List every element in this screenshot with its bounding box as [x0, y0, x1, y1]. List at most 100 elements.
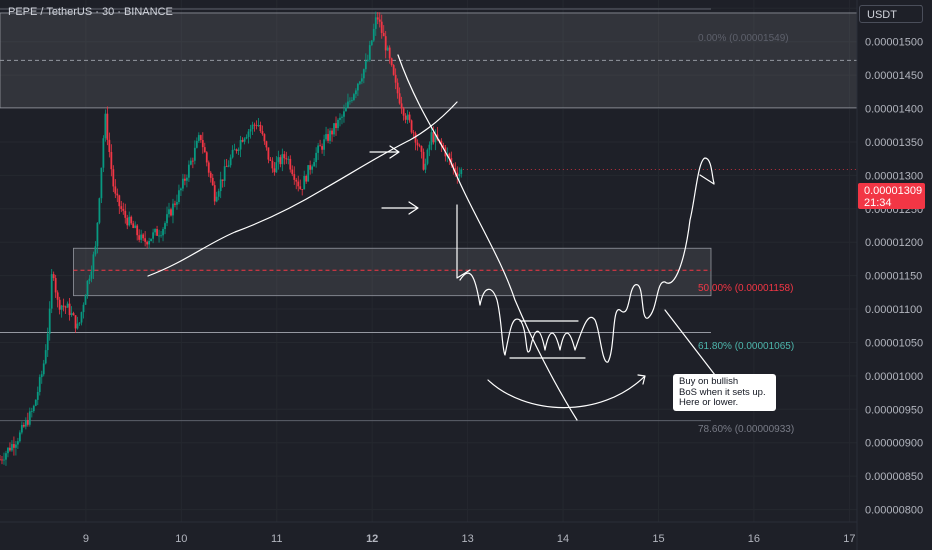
candle-body: [329, 130, 331, 141]
candle-body: [156, 229, 158, 236]
candle-body: [428, 144, 431, 150]
candle-body: [3, 459, 5, 461]
candle-body: [384, 36, 387, 51]
candle-body: [160, 235, 162, 237]
candle-body: [76, 323, 79, 329]
candle-body: [297, 181, 300, 187]
candle-body: [197, 135, 200, 141]
candle-body: [398, 93, 401, 104]
candle-body: [331, 130, 333, 135]
annotation-note[interactable]: Buy on bullish BoS when it sets up. Here…: [673, 374, 776, 411]
candle-body: [376, 17, 379, 20]
candle-body: [36, 391, 39, 400]
candle-body: [126, 217, 129, 226]
y-tick-label: 0.00001350: [865, 137, 923, 149]
candle-body: [247, 131, 250, 137]
candle-body: [233, 149, 236, 151]
candle-body: [277, 157, 280, 163]
candle-body: [184, 178, 186, 181]
candle-body: [98, 198, 101, 223]
candle-body: [219, 179, 222, 192]
arrow-lower-drawing: [381, 201, 419, 215]
x-tick-label: 16: [748, 533, 760, 545]
candle-body: [458, 174, 461, 177]
candle-body: [60, 305, 63, 310]
candle-body: [13, 444, 15, 448]
candle-body: [404, 115, 407, 120]
candle-body: [72, 313, 75, 316]
supply-demand-zone: [73, 247, 712, 297]
candle-body: [215, 196, 218, 202]
candle-body: [90, 271, 93, 279]
candle-body: [92, 254, 95, 272]
candle-body: [263, 134, 266, 142]
trendline-drawing: [147, 101, 458, 277]
candle-body: [313, 162, 316, 167]
candle-body: [325, 134, 327, 140]
x-tick-label: 15: [652, 533, 664, 545]
candle-body: [203, 147, 206, 153]
fib-labels-layer: 0.00% (0.00001549) 50.00% (0.00001158) 6…: [698, 33, 794, 435]
candle-body: [18, 432, 21, 442]
arrow-upper-drawing: [369, 145, 400, 159]
candle-body: [102, 138, 105, 168]
candle-body: [255, 125, 258, 127]
note-pointer-drawing: [664, 309, 716, 376]
x-axis[interactable]: 9 10 11 12 13 14 15 16 17: [83, 533, 856, 545]
symbol-title[interactable]: PEPE / TetherUS · 30 · BINANCE: [8, 6, 173, 18]
candle-body: [32, 405, 35, 412]
note-line-2: BoS when it sets up.: [679, 386, 766, 398]
candle-body: [229, 157, 232, 166]
candle-body: [406, 114, 409, 120]
candle-body: [38, 377, 41, 392]
candle-body: [118, 195, 121, 207]
candle-body: [275, 162, 278, 173]
candle-body: [339, 117, 341, 120]
y-axis[interactable]: 0.000015500.000015000.000014500.00001400…: [865, 3, 923, 516]
candle-body: [434, 134, 437, 143]
candle-body: [191, 160, 194, 162]
candle-body: [241, 140, 244, 142]
y-tick-label: 0.00001400: [865, 104, 923, 116]
candle-body: [136, 225, 139, 236]
candle-body: [199, 135, 202, 141]
candle-body: [124, 210, 127, 218]
candle-body: [104, 113, 107, 139]
candle-body: [195, 140, 198, 148]
candle-body: [251, 124, 254, 130]
candle-body: [414, 133, 417, 143]
x-tick-label: 11: [271, 533, 282, 545]
candle-body: [311, 166, 314, 170]
candle-body: [9, 447, 11, 451]
candle-body: [140, 234, 143, 240]
candle-body: [132, 223, 135, 228]
candle-body: [96, 222, 99, 247]
currency-button[interactable]: USDT: [859, 5, 923, 23]
candle-body: [44, 350, 47, 364]
candle-body: [42, 363, 45, 375]
note-line-1: Buy on bullish: [679, 376, 739, 387]
candle-body: [349, 100, 351, 102]
candle-body: [402, 108, 405, 116]
candle-body: [301, 189, 304, 190]
candle-body: [347, 101, 349, 108]
x-tick-label: 10: [175, 533, 187, 545]
candle-body: [146, 241, 149, 245]
candle-body: [356, 83, 359, 91]
candle-body: [221, 179, 224, 181]
candle-body: [46, 333, 49, 351]
candle-body: [62, 305, 65, 307]
candle-body: [130, 216, 133, 224]
candle-body: [52, 274, 55, 279]
candle-body: [207, 162, 210, 173]
candle-body: [440, 140, 443, 146]
candle-body: [279, 157, 282, 165]
candle-body: [259, 124, 262, 132]
y-tick-label: 0.00001100: [865, 304, 922, 316]
x-tick-label: 17: [843, 533, 855, 545]
candle-body: [80, 312, 83, 323]
candle-body: [307, 165, 310, 182]
candle-body: [319, 145, 322, 147]
